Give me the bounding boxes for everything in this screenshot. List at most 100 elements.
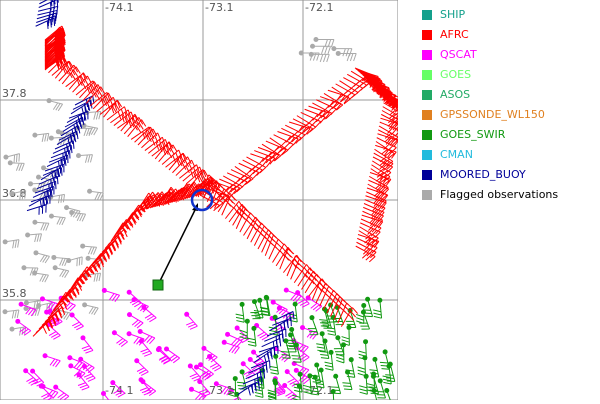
wind-barb (274, 378, 286, 395)
obs-dot (298, 50, 304, 56)
obs-dot (138, 338, 144, 344)
obs-dot (23, 368, 29, 374)
wind-barb (257, 146, 280, 162)
wind-barb (68, 274, 87, 293)
obs-dot (82, 302, 88, 308)
wind-barb (322, 289, 340, 310)
wind-barb (106, 106, 128, 121)
wind-barb (293, 340, 309, 354)
wind-barb (142, 381, 157, 397)
wind-barb (25, 370, 39, 386)
obs-dot (319, 331, 325, 337)
wind-barb (89, 251, 110, 268)
obs-dot (197, 379, 203, 385)
wind-barb (381, 113, 402, 131)
wind-barb (254, 379, 264, 398)
obs-dot (234, 391, 240, 397)
wind-barb (239, 321, 248, 340)
obs-dot (80, 335, 86, 341)
wind-barb (302, 327, 318, 340)
wind-barb (342, 372, 353, 391)
wind-barb (288, 304, 298, 323)
obs-dot (292, 301, 298, 307)
wind-barb (250, 153, 272, 168)
wind-barb (236, 327, 250, 344)
wind-barb (148, 138, 169, 154)
wind-barb (269, 137, 289, 156)
wind-barb (66, 112, 87, 125)
obs-dot (363, 339, 369, 345)
obs-dot (384, 387, 390, 393)
obs-dot (198, 362, 204, 368)
wind-barb (72, 75, 92, 93)
wind-barb (158, 349, 171, 365)
obs-dot (284, 369, 290, 375)
legend-label: GPSSONDE_WL150 (440, 108, 545, 121)
wind-barb (80, 358, 95, 374)
wind-barb (51, 215, 66, 226)
obs-dot (335, 50, 341, 56)
wind-barb (216, 383, 232, 396)
wind-barb (89, 92, 111, 107)
arrow-line (157, 207, 197, 286)
wind-barb (264, 234, 280, 256)
wind-barb (375, 144, 397, 159)
wind-barb (58, 130, 79, 143)
obs-dot (330, 389, 336, 395)
wind-barb (279, 248, 295, 270)
obs-dot (283, 287, 289, 293)
wind-barb (58, 64, 79, 82)
obs-dot (282, 383, 288, 389)
wind-barb (68, 110, 89, 122)
legend-swatch (422, 110, 432, 120)
obs-dot (55, 129, 61, 135)
obs-dot (251, 325, 257, 331)
wind-barb (375, 380, 386, 399)
obs-dot (126, 289, 132, 295)
obs-dot (225, 331, 231, 337)
wind-barb (372, 156, 394, 173)
obs-dot (32, 132, 38, 138)
wind-barb (234, 166, 254, 184)
wind-barb (319, 285, 335, 307)
wind-barb (200, 364, 214, 380)
obs-dot (240, 361, 246, 367)
wind-barb (253, 300, 264, 319)
obs-dot (2, 309, 8, 315)
obs-dot (46, 98, 52, 104)
wind-barb (239, 212, 257, 233)
wind-barb (44, 55, 66, 71)
wind-barb (321, 311, 332, 329)
obs-dot (307, 373, 313, 379)
wind-barb (291, 344, 302, 363)
wind-barb (104, 289, 121, 302)
wind-barb (40, 168, 61, 181)
wind-barb (10, 162, 25, 172)
wind-barb (89, 190, 104, 201)
wind-barb (304, 273, 323, 294)
wind-barb (235, 208, 252, 229)
obs-dot (42, 353, 48, 359)
wind-barb (179, 183, 199, 201)
wind-barb (158, 348, 172, 364)
obs-dot (293, 342, 299, 348)
wind-barb (99, 100, 121, 115)
selected-obs (152, 279, 164, 291)
wind-barb (261, 143, 282, 162)
wind-barb (137, 128, 158, 146)
wind-barb (116, 217, 137, 235)
wind-barb (311, 53, 330, 63)
wind-barb (35, 17, 56, 29)
wind-barb (238, 162, 260, 179)
wind-barb (20, 303, 37, 317)
wind-barb (293, 374, 303, 393)
wind-barb (293, 264, 312, 284)
wind-barb (366, 374, 376, 393)
wind-barb (319, 96, 342, 111)
wind-barb (5, 239, 20, 249)
obs-dot (272, 314, 278, 320)
wind-barb (330, 376, 342, 395)
wind-barb (369, 390, 379, 404)
lon-label: -74.1 (105, 1, 133, 14)
legend-swatch (422, 50, 432, 60)
